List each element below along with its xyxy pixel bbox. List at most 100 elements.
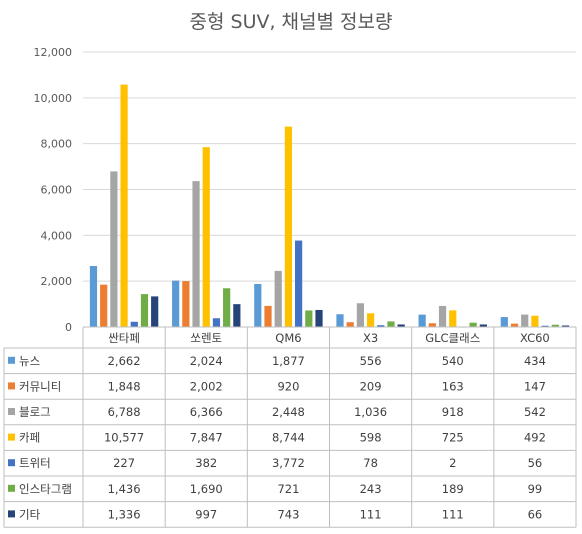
data-label: 997 [195,507,217,521]
bar [521,314,529,327]
data-label: 209 [360,379,382,393]
bar [120,84,128,328]
data-label: 6,788 [108,405,141,419]
category-label: 싼타페 [108,331,140,345]
bar [100,284,108,327]
bar [541,325,549,327]
category-label: 쏘렌토 [190,331,222,345]
bar [428,323,436,327]
legend-key [8,510,15,518]
bar [295,240,303,327]
data-label: 556 [360,354,382,368]
legend-key [8,484,15,492]
data-label: 1,848 [108,379,141,393]
bar [315,309,323,327]
bar [479,324,487,327]
bar [89,265,98,327]
data-label: 721 [277,482,299,496]
bar [151,296,159,327]
data-label: 542 [524,405,546,419]
data-label: 382 [195,456,217,470]
bar [366,313,375,327]
data-label: 1,436 [108,482,141,496]
bar [418,314,426,327]
bar [551,324,559,327]
bar [397,324,405,327]
bar [438,305,447,327]
series-name: 인스타그램 [19,482,72,496]
data-label: 743 [277,507,299,521]
bar [233,304,241,327]
bar [182,281,190,327]
y-tick-label: 2,000 [41,275,73,288]
data-label: 2,448 [272,405,305,419]
bar [449,310,457,327]
bar [192,181,200,327]
series-name: 카페 [19,431,40,445]
legend-key [8,433,15,441]
bar [140,294,149,327]
bar [130,321,138,327]
chart-title: 중형 SUV, 채널별 정보량 [190,11,393,33]
data-label: 10,577 [104,431,144,445]
data-label: 66 [528,507,543,521]
bar [223,288,231,327]
data-label: 147 [524,379,546,393]
data-label: 163 [442,379,464,393]
data-label: 2,662 [108,354,141,368]
data-label: 492 [524,431,546,445]
bar [110,171,118,327]
bar [336,314,344,327]
data-label: 99 [528,482,543,496]
data-label: 1,690 [190,482,223,496]
data-label: 111 [360,507,382,521]
data-label: 7,847 [190,431,223,445]
data-label: 598 [360,431,382,445]
data-label: 2,024 [190,354,223,368]
data-label: 227 [113,456,135,470]
series-name: 트위터 [19,456,51,470]
series-name: 블로그 [19,405,51,419]
y-tick-label: 0 [65,321,72,334]
bar [284,126,293,327]
bar [377,325,385,327]
bar [356,303,364,327]
data-label: 111 [442,507,464,521]
data-label: 918 [442,405,464,419]
data-label: 8,744 [272,431,305,445]
data-label: 725 [442,431,464,445]
bar [264,305,272,327]
y-tick-label: 10,000 [34,92,73,105]
data-label: 434 [524,354,546,368]
bar [202,147,210,327]
legend-key [8,408,15,415]
bar [305,310,313,327]
bars-layer [89,84,570,328]
data-label: 2,002 [190,379,223,393]
data-label: 1,336 [108,507,141,521]
data-label: 2 [449,456,456,470]
category-label: X3 [363,331,378,345]
data-label: 1,877 [272,354,305,368]
category-label: GLC클래스 [425,331,480,345]
series-name: 커뮤니티 [19,379,61,393]
legend-key [8,382,15,390]
y-tick-label: 6,000 [41,184,73,197]
data-table: 싼타페 쏘렌토 QM6 X3 GLC클래스 XC60 뉴스 2,662 2,024 1,877 55… [3,326,577,528]
data-label: 1,036 [354,405,387,419]
bar [531,315,539,327]
legend-key [8,459,15,467]
bar [387,321,395,327]
bar [254,283,262,327]
bar [212,318,221,327]
data-label: 3,772 [272,456,305,470]
data-label: 243 [360,482,382,496]
bar [561,325,570,327]
data-label: 6,366 [190,405,223,419]
bar [274,270,282,327]
data-label: 920 [277,379,299,393]
legend-key [8,356,15,364]
series-name: 뉴스 [19,354,40,368]
